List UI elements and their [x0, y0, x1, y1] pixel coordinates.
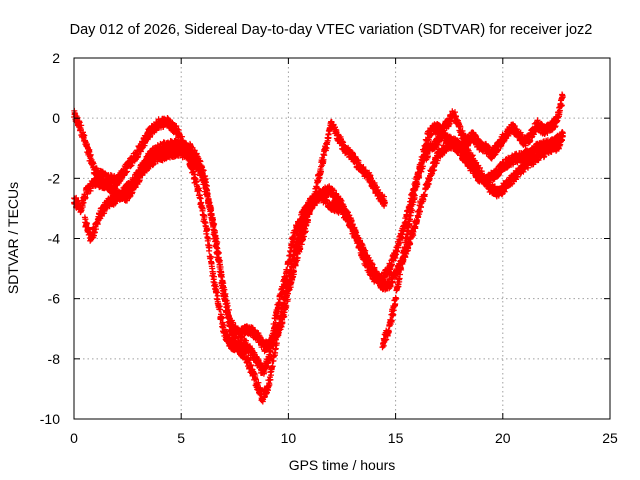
- y-tick-label: -6: [48, 291, 61, 307]
- y-tick-label: -2: [48, 170, 61, 186]
- x-tick-label: 15: [388, 430, 404, 446]
- x-tick-label: 25: [602, 430, 618, 446]
- x-axis-label: GPS time / hours: [289, 457, 396, 473]
- y-tick-label: 0: [52, 110, 60, 126]
- y-axis-label: SDTVAR / TECUs: [5, 182, 21, 294]
- series-track-4: [379, 91, 566, 351]
- x-tick-label: 10: [281, 430, 297, 446]
- y-tick-label: -8: [48, 351, 61, 367]
- y-tick-label: -10: [40, 411, 60, 427]
- y-tick-label: 2: [52, 50, 60, 66]
- x-tick-label: 20: [495, 430, 511, 446]
- x-tick-labels: 0 5 10 15 20 25: [70, 430, 618, 446]
- y-tick-label: -4: [48, 231, 61, 247]
- grid-lines: [74, 58, 610, 419]
- data-points: [71, 91, 566, 405]
- x-tick-label: 5: [177, 430, 185, 446]
- marker-points: [379, 91, 566, 351]
- series-track-3: [81, 118, 388, 355]
- y-tick-labels: 2 0 -2 -4 -6 -8 -10: [40, 50, 60, 427]
- x-tick-label: 0: [70, 430, 78, 446]
- chart-title: Day 012 of 2026, Sidereal Day-to-day VTE…: [70, 22, 593, 38]
- axis-ticks: [73, 57, 611, 420]
- marker-points: [81, 118, 388, 355]
